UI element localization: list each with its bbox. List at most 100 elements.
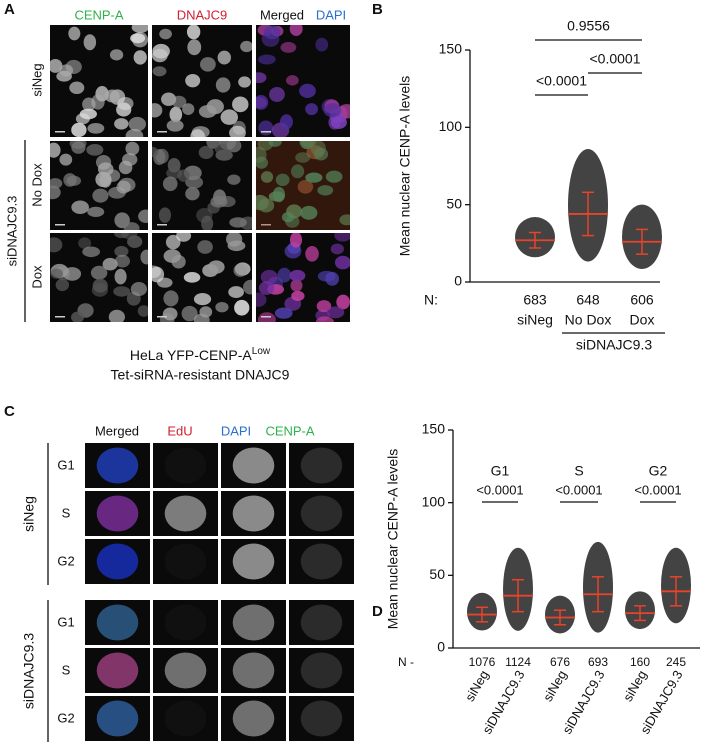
nucleus (217, 50, 232, 65)
nucleus (91, 94, 105, 110)
y-tick-label: 100 (422, 493, 446, 509)
label: 0.9556 (567, 18, 610, 34)
label: CENP-A (265, 423, 314, 438)
label: DAPI (221, 423, 251, 438)
label: CENP-A (74, 7, 123, 22)
nucleus (71, 200, 89, 214)
caption-sup: Low (252, 346, 271, 357)
nucleus (334, 255, 350, 270)
nucleus (96, 652, 139, 689)
nucleus (336, 294, 350, 310)
nucleus (199, 306, 213, 318)
nucleus (300, 205, 318, 220)
nucleus (233, 263, 247, 277)
label: G1 (57, 614, 74, 629)
nucleus (258, 281, 275, 295)
nucleus (300, 652, 343, 689)
nucleus (50, 178, 63, 189)
nuclei (300, 700, 343, 737)
nucleus (290, 164, 305, 179)
nucleus (133, 50, 147, 65)
label: siDNAJC9.3 (4, 196, 19, 267)
label: Dox (630, 312, 655, 328)
nuclei (152, 25, 252, 137)
label: EdU (167, 423, 192, 438)
label: 1076 (469, 655, 496, 669)
label: siNeg (29, 63, 44, 96)
nuclei (232, 495, 275, 532)
nucleus (325, 170, 343, 183)
nucleus (50, 268, 63, 279)
label: 606 (630, 292, 654, 308)
nuclei (152, 141, 252, 230)
nucleus (218, 196, 236, 208)
nuclei (232, 543, 275, 580)
nucleus (300, 700, 343, 737)
nucleus (114, 268, 127, 285)
label: siNeg (21, 496, 37, 532)
label: DAPI (316, 7, 346, 22)
nuclei (300, 447, 343, 484)
nuclei (256, 141, 350, 228)
nuclei (164, 652, 207, 689)
panel-label: D (372, 603, 383, 620)
label: <0.0001 (590, 51, 641, 67)
nucleus (158, 207, 172, 223)
nucleus (152, 66, 167, 77)
label: Mean nuclear CENP-A levels (385, 449, 401, 630)
nucleus (68, 26, 81, 41)
label: 1124 (505, 655, 531, 669)
nuclei (300, 495, 343, 532)
nucleus (256, 72, 267, 84)
nuclei (164, 495, 207, 532)
nucleus (229, 217, 247, 228)
nucleus (305, 172, 323, 183)
nucleus (256, 194, 269, 211)
nucleus (118, 160, 133, 175)
nuclei (164, 543, 207, 580)
scale-bar (55, 131, 65, 133)
nuclei (96, 543, 139, 580)
nuclei (256, 233, 350, 322)
nucleus (125, 128, 144, 137)
x-tick-label: siNeg (462, 668, 492, 704)
nucleus (71, 122, 87, 137)
label: <0.0001 (555, 482, 602, 497)
nucleus (165, 234, 181, 250)
nucleus (258, 120, 274, 136)
nucleus (69, 81, 85, 95)
nucleus (185, 73, 201, 88)
nucleus (227, 174, 241, 185)
nucleus (140, 249, 148, 265)
nucleus (323, 103, 342, 118)
label: siDNAJC9.3 (21, 633, 37, 709)
nucleus (71, 311, 84, 322)
nucleus (214, 143, 230, 155)
nucleus (182, 103, 195, 115)
nucleus (113, 233, 130, 239)
nucleus (96, 700, 139, 737)
nucleus (191, 126, 210, 137)
nucleus (138, 209, 148, 223)
scale-bar (157, 316, 167, 318)
nucleus (95, 154, 112, 170)
nucleus (334, 233, 350, 242)
label: siNeg (517, 312, 553, 328)
label: 160 (630, 655, 650, 669)
nucleus (286, 75, 299, 86)
nucleus (330, 115, 347, 129)
nucleus (238, 76, 251, 88)
nucleus (240, 40, 252, 53)
y-tick-label: 100 (439, 118, 463, 134)
label: <0.0001 (536, 73, 587, 89)
scale-bar (157, 131, 167, 133)
nucleus (159, 28, 172, 40)
nucleus (50, 237, 63, 253)
nucleus (275, 173, 290, 187)
nucleus (69, 141, 87, 149)
nucleus (127, 235, 143, 248)
nucleus (185, 187, 200, 201)
caption-text: HeLa YFP-CENP-A (130, 347, 253, 363)
nucleus (92, 188, 109, 203)
